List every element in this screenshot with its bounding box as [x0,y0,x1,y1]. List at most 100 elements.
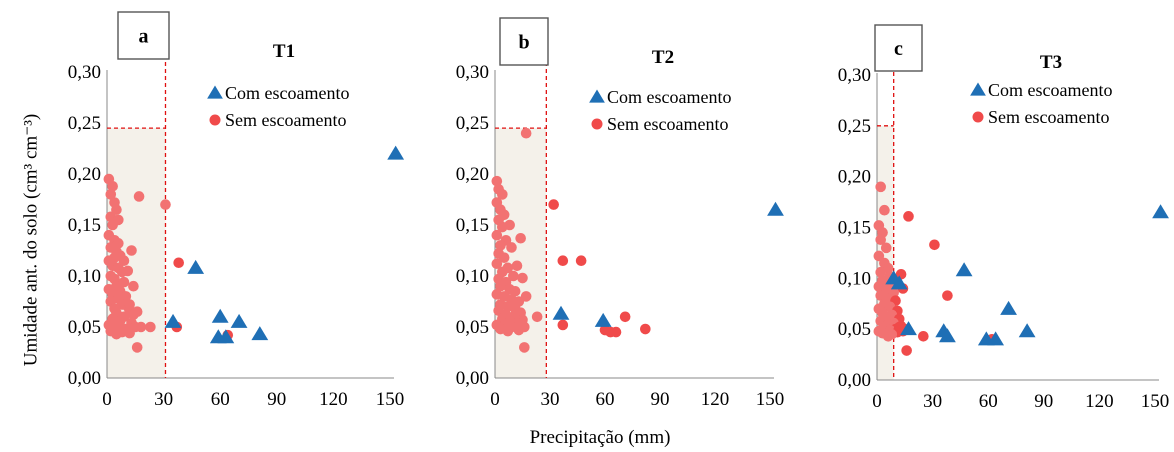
sem-escoamento-point [111,328,122,340]
x-tick-label: 120 [701,389,730,410]
sem-escoamento-point [875,266,887,278]
legend: Com escoamento Sem escoamento [589,87,731,134]
legend-circle-icon [209,114,221,126]
y-tick-label: 0,30 [68,62,101,83]
y-tick-label: 0,05 [456,317,489,338]
legend-label: Com escoamento [607,87,731,107]
sem-escoamento-point [508,270,519,282]
sem-escoamento-point [131,342,143,353]
x-tick-label: 0 [872,391,882,412]
sem-escoamento-point [126,245,137,256]
panel-c: 0,00 0,05 0,10 0,15 0,20 0,25 0,30 0 30 60 90 120 15… [838,24,1170,412]
com-escoamento-point [900,321,917,336]
legend-label: Sem escoamento [225,110,346,130]
sem-escoamento-point [509,286,521,297]
sem-escoamento-point [131,306,143,318]
sem-escoamento-point [497,189,508,200]
com-escoamento-point [211,308,229,323]
chart-title: T3 [1040,52,1062,73]
y-tick-label: 0,30 [456,62,489,83]
sem-escoamento-point [491,229,503,241]
sem-escoamento-point [504,219,515,231]
com-escoamento-point [1152,204,1169,219]
y-tick-label: 0,30 [838,65,871,86]
sem-escoamento-point [122,265,134,277]
sem-escoamento-point [619,311,631,323]
sem-escoamento-point [903,211,914,222]
x-tick-label: 90 [1034,391,1053,412]
sem-escoamento-point [160,199,171,210]
sem-escoamento-point [498,252,510,263]
sem-escoamento-point [901,345,912,356]
x-axis-label: Precipitação (mm) [530,427,671,448]
y-tick-label: 0,15 [68,215,101,236]
sem-escoamento-point [882,330,894,342]
legend-circle-icon [591,118,603,130]
sem-escoamento-point [517,272,528,284]
x-tick-label: 120 [319,389,348,410]
y-axis-label: Umidade ant. do solo (cm³ cm⁻³) [20,114,41,367]
sem-escoamento-point [575,255,587,266]
panel-letter: a [139,26,149,48]
x-tick-label: 150 [1141,391,1170,412]
y-tick-label: 0,25 [68,113,101,134]
sem-escoamento-point [105,189,117,200]
panel-a: 0,00 0,05 0,10 0,15 0,20 0,25 0,30 0 30 60 90 120 15… [68,11,404,410]
legend-label: Sem escoamento [988,107,1109,127]
com-escoamento-point [251,326,269,341]
y-tick-label: 0,15 [838,218,871,239]
com-escoamento-point [955,262,973,277]
chart-title: T1 [273,41,295,62]
legend: Com escoamento Sem escoamento [207,83,349,130]
x-tick-label: 120 [1085,391,1114,412]
x-tick-label: 30 [154,389,173,410]
y-tick-label: 0,10 [68,266,101,287]
y-tick-label: 0,00 [456,368,489,389]
sem-escoamento-point [548,199,559,210]
legend-label: Com escoamento [988,80,1112,100]
sem-escoamento-point [531,311,543,323]
y-tick-label: 0,20 [456,164,489,185]
y-tick-label: 0,15 [456,215,489,236]
sem-escoamento-point [873,250,885,262]
sem-escoamento-point [491,175,503,187]
com-escoamento-point [164,313,182,328]
sem-escoamento-point [520,127,532,139]
sem-escoamento-point [502,325,514,337]
sem-escoamento-point [495,240,506,251]
sem-escoamento-point [511,260,523,272]
com-escoamento-point [939,328,956,343]
legend-label: Com escoamento [225,83,349,103]
sem-escoamento-point [879,204,890,216]
sem-escoamento-point [513,324,525,336]
sem-escoamento-point [491,258,503,270]
legend: Com escoamento Sem escoamento [970,80,1112,127]
x-tick-label: 150 [756,389,785,410]
panel-letter: c [894,38,903,60]
sem-escoamento-point [515,232,526,244]
com-escoamento-point [1018,323,1036,338]
sem-escoamento-point [929,239,940,251]
sem-escoamento-point [111,204,122,215]
com-escoamento-point [987,331,1005,346]
x-tick-label: 90 [651,389,670,410]
legend-triangle-icon [207,85,223,99]
sem-escoamento-point [610,326,622,338]
sem-escoamento-point [145,321,156,333]
y-tick-label: 0,00 [838,370,871,391]
com-escoamento-point [890,275,908,290]
sem-escoamento-point [173,257,184,269]
x-tick-label: 0 [490,389,500,410]
y-tick-label: 0,25 [456,113,489,134]
sem-escoamento-point [133,191,145,202]
legend-triangle-icon [970,82,986,96]
sem-escoamento-point [880,242,892,254]
legend-circle-icon [972,111,984,123]
x-tick-label: 30 [541,389,560,410]
y-tick-label: 0,25 [838,116,871,137]
y-tick-label: 0,20 [838,167,871,188]
x-tick-label: 60 [596,389,615,410]
sem-escoamento-point [557,319,569,331]
x-tick-label: 90 [267,389,286,410]
com-escoamento-point [594,312,612,327]
